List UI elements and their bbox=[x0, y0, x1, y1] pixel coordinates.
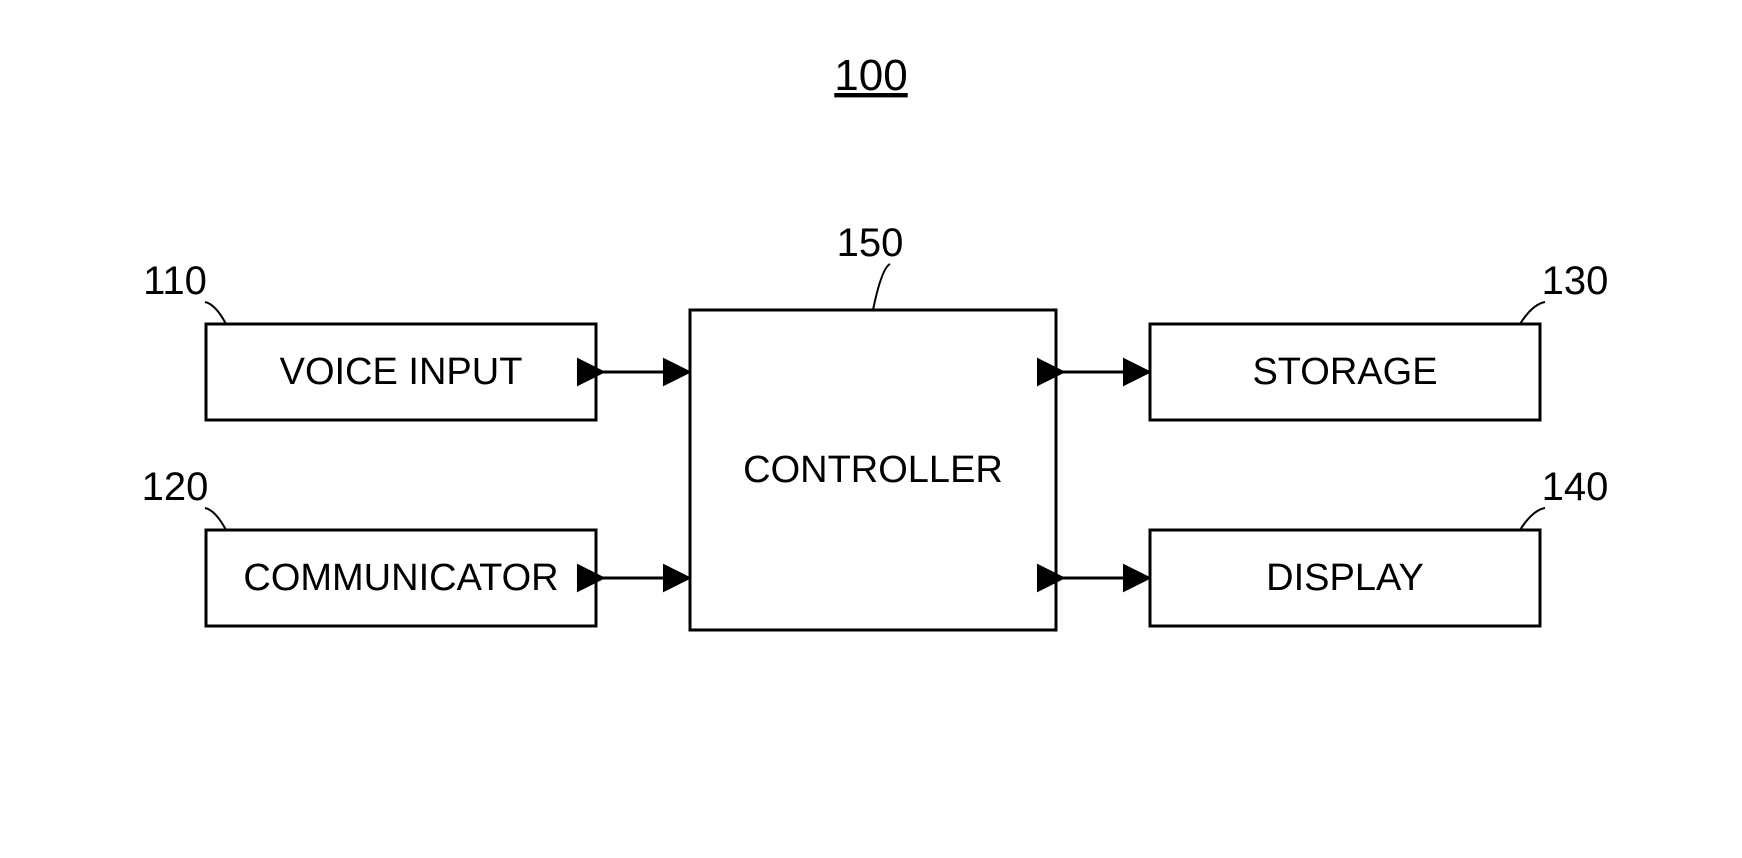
ref-leader bbox=[873, 264, 890, 310]
ref-leader bbox=[1520, 302, 1545, 324]
ref-leader bbox=[205, 302, 226, 324]
node-ref: 120 bbox=[142, 465, 209, 509]
node-label: DISPLAY bbox=[1266, 557, 1424, 599]
ref-leader bbox=[1520, 508, 1545, 530]
node-voice_input: VOICE INPUT 110 bbox=[143, 259, 596, 420]
node-ref: 140 bbox=[1542, 465, 1609, 509]
node-ref: 150 bbox=[837, 221, 904, 265]
ref-leader bbox=[205, 508, 226, 530]
node-storage: STORAGE 130 bbox=[1150, 259, 1608, 420]
node-label: COMMUNICATOR bbox=[243, 557, 558, 599]
node-label: CONTROLLER bbox=[743, 449, 1003, 491]
node-ref: 130 bbox=[1542, 259, 1609, 303]
block-diagram: 100 VOICE INPUT 110 COMMUNICATOR 120 STORAGE 1… bbox=[0, 0, 1742, 858]
diagram-title: 100 bbox=[834, 51, 907, 100]
node-controller: CONTROLLER 150 bbox=[690, 221, 1056, 630]
node-label: VOICE INPUT bbox=[280, 351, 523, 393]
node-communicator: COMMUNICATOR 120 bbox=[142, 465, 596, 626]
node-display: DISPLAY 140 bbox=[1150, 465, 1608, 626]
node-ref: 110 bbox=[143, 259, 207, 303]
node-label: STORAGE bbox=[1252, 351, 1437, 393]
